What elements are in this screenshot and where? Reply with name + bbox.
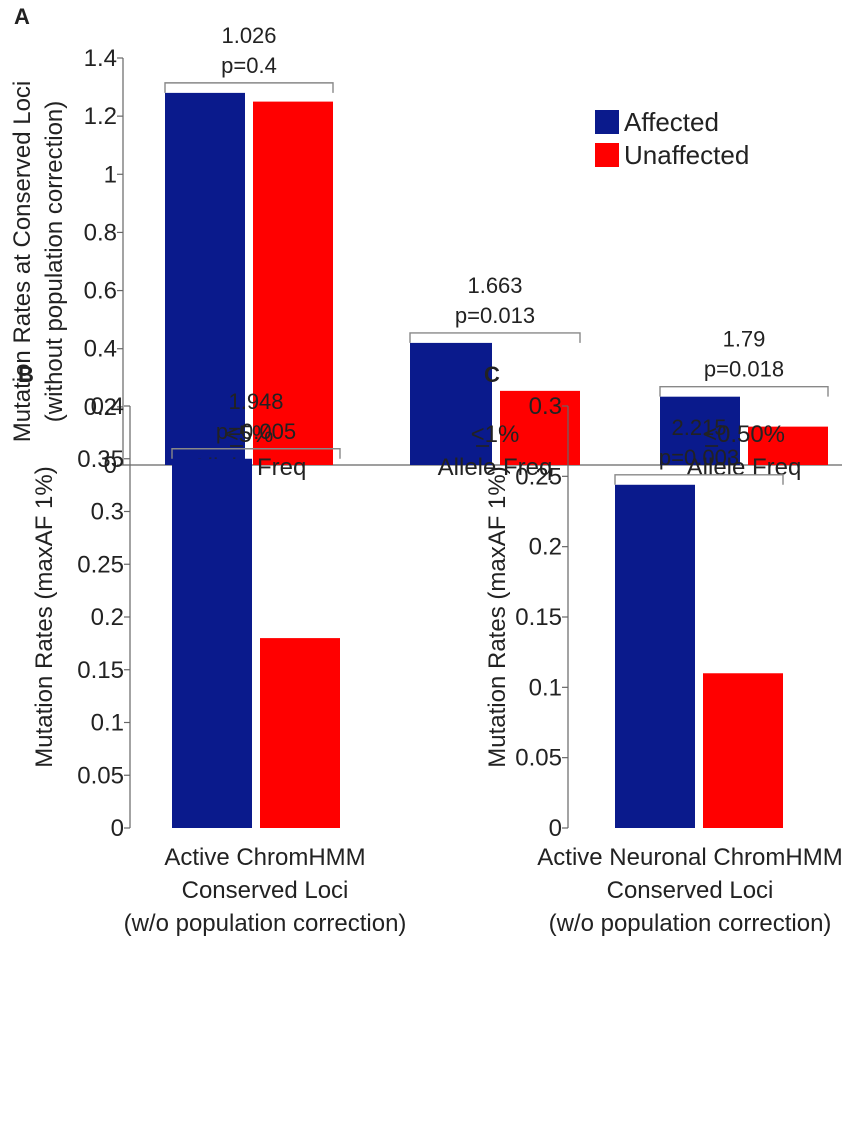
y-tick-label: 0.6 [84, 278, 117, 305]
y-tick-label: 0 [104, 452, 117, 479]
y-tick-label: 0.4 [91, 393, 124, 420]
y-tick-label: 0.05 [515, 745, 562, 772]
y-tick-label: 1.4 [84, 45, 117, 72]
ratio-annotation: 1.663 [467, 273, 522, 298]
legend-swatch-unaffected [595, 143, 619, 167]
significance-bracket [409, 332, 581, 343]
y-tick-label: 0.4 [84, 336, 117, 363]
y-tick-label: 0.1 [529, 674, 562, 701]
x-category-label: <1% [471, 421, 520, 448]
y-tick-label: 0.2 [91, 604, 124, 631]
p-value-annotation: p=0.013 [455, 303, 535, 328]
y-tick-label: 0 [111, 815, 124, 842]
p-value-annotation: p=0.4 [221, 53, 277, 78]
panel-label: A [14, 4, 30, 29]
legend-entry: Unaffected [624, 140, 749, 170]
ratio-annotation: 1.948 [228, 389, 283, 414]
p-value-annotation: p=0.003 [659, 445, 739, 470]
bar-affected-1 [615, 484, 695, 828]
y-tick-label: 0.8 [84, 219, 117, 246]
x-category-label: <5% [225, 421, 274, 448]
y-tick-label: 0.05 [77, 762, 124, 789]
significance-bracket [164, 82, 334, 93]
bar-affected-2 [410, 342, 492, 465]
x-category-label: (w/o population correction) [124, 910, 407, 937]
y-tick-label: 0.25 [77, 551, 124, 578]
y-tick-label: 0.1 [91, 710, 124, 737]
x-category-label: Allele Freq [438, 454, 553, 481]
y-tick-label: 0.15 [515, 604, 562, 631]
legend-entry: Affected [624, 107, 719, 137]
y-axis-label: Mutation Rates at Conserved Loci [9, 81, 36, 443]
x-category-label: (w/o population correction) [549, 910, 832, 937]
y-axis-label: (without population correction) [41, 101, 68, 423]
y-tick-label: 0.2 [84, 394, 117, 421]
bar-unaffected-3 [748, 426, 828, 465]
legend-swatch-affected [595, 110, 619, 134]
y-axis-label: Mutation Rates (maxAF 1%) [484, 466, 511, 767]
y-tick-label: 0.35 [77, 446, 124, 473]
bar-unaffected-2 [500, 390, 580, 465]
y-tick-label: 0.25 [515, 463, 562, 490]
y-tick-label: 1.2 [84, 103, 117, 130]
y-tick-label: 1 [104, 161, 117, 188]
y-tick-label: 0.15 [77, 657, 124, 684]
y-tick-label: 0.2 [529, 534, 562, 561]
x-category-label: Allele Freq [687, 454, 802, 481]
bar-affected-1 [165, 92, 245, 465]
significance-bracket [614, 474, 784, 485]
panel-label: C [484, 362, 500, 387]
significance-bracket [171, 448, 341, 459]
y-tick-label: 0.3 [529, 393, 562, 420]
bar-affected-3 [660, 396, 740, 465]
bar-unaffected-1 [260, 638, 340, 828]
y-axis-label: Mutation Rates (maxAF 1%) [31, 466, 58, 767]
bar-unaffected-1 [253, 101, 333, 465]
bar-affected-1 [172, 458, 252, 828]
x-category-label: Active Neuronal ChromHMM [537, 844, 842, 871]
ratio-annotation: 1.026 [221, 23, 276, 48]
significance-bracket [659, 385, 829, 397]
y-tick-label: 0.3 [91, 499, 124, 526]
x-category-label: Conserved Loci [182, 877, 349, 904]
y-tick-label: 0 [549, 815, 562, 842]
ratio-annotation: 2.215 [671, 415, 726, 440]
ratio-annotation: 1.79 [723, 327, 766, 352]
p-value-annotation: p=0.005 [216, 419, 296, 444]
panel-c: C 0 0.05 0.1 0.15 0.2 0.25 0.3 Mutation Rates (m… [484, 362, 843, 937]
x-category-label: Conserved Loci [607, 877, 774, 904]
p-value-annotation: p=0.018 [704, 357, 784, 382]
panel-label: B [18, 362, 34, 387]
x-category-label: <0.50% [703, 421, 785, 448]
x-category-label: Active ChromHMM [164, 844, 365, 871]
bar-unaffected-1 [703, 673, 783, 828]
panel-b: B 0 0.05 0.1 0.15 0.2 0.25 0.3 0.35 0.4 Mutation R… [18, 362, 406, 937]
